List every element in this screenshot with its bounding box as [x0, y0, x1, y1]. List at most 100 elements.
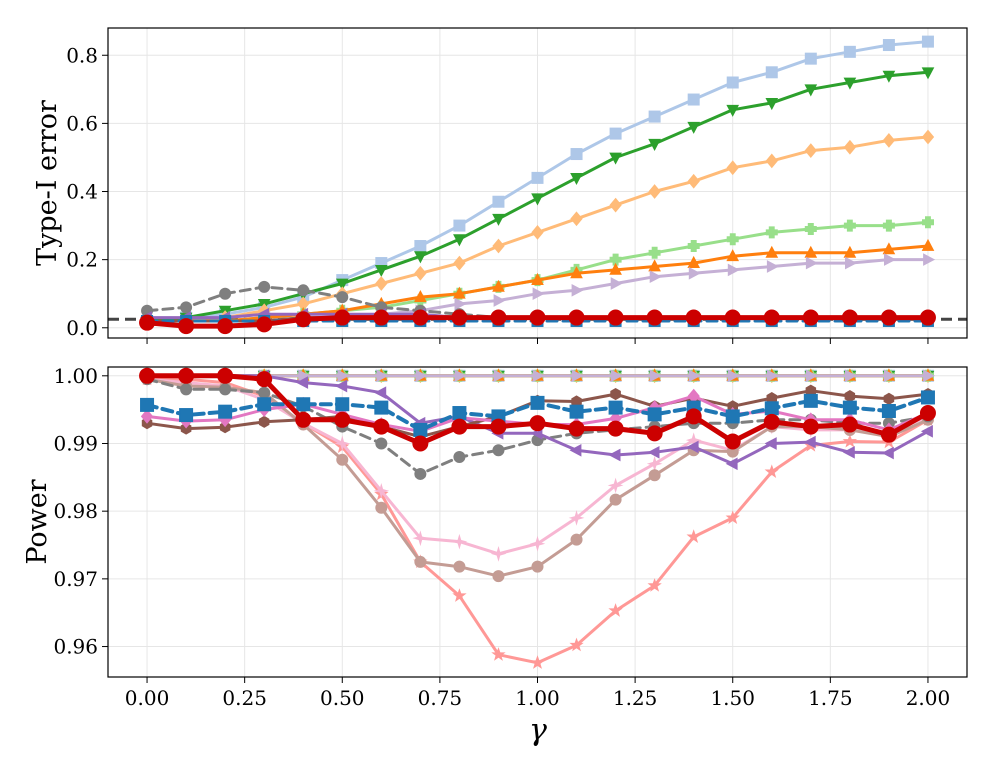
- series-10-point: [608, 448, 621, 462]
- series-13-point: [257, 397, 272, 412]
- series-6-point: [725, 510, 740, 525]
- series-6-point: [297, 284, 310, 297]
- series-14-point: [490, 418, 507, 435]
- series-10-point: [529, 309, 546, 326]
- series-4-point: [882, 242, 896, 255]
- series-4-point: [804, 245, 818, 258]
- series-14-point: [373, 418, 390, 435]
- series-13-point: [803, 393, 818, 408]
- series-2-point: [492, 238, 505, 254]
- series-5-point: [688, 369, 701, 383]
- series-1-point: [453, 234, 466, 247]
- series-4-point: [570, 266, 583, 279]
- series-3-point: [765, 226, 778, 239]
- series-4-point: [609, 262, 622, 275]
- series-13-point: [179, 408, 194, 423]
- y-tick-label: 0.0: [66, 316, 98, 340]
- x-tick-label: 0.25: [222, 686, 267, 710]
- series-5-point: [415, 369, 428, 383]
- x-tick-label: 1.75: [808, 686, 853, 710]
- series-0-point: [609, 127, 622, 140]
- y-axis-label: Type-I error: [32, 100, 63, 266]
- series-10-point: [217, 318, 234, 335]
- series-5-point: [454, 369, 467, 383]
- series-5-point: [532, 369, 545, 383]
- series-5-point: [688, 266, 701, 280]
- y-tick-label: 0.8: [66, 43, 98, 67]
- series-13-point: [374, 400, 389, 415]
- series-1-point: [531, 193, 544, 206]
- series-10-point: [646, 309, 663, 326]
- series-6-point: [452, 588, 467, 602]
- series-3-point: [882, 219, 895, 232]
- series-10-point: [373, 309, 390, 326]
- series-14-point: [763, 413, 780, 430]
- series-10-point: [920, 424, 933, 438]
- series-4-point: [921, 238, 935, 251]
- series-13-point: [725, 409, 740, 424]
- series-10-point: [178, 318, 195, 335]
- series-0-point: [921, 35, 934, 48]
- series-9-point: [492, 444, 505, 457]
- series-1-point: [687, 121, 701, 134]
- series-14-point: [217, 367, 234, 384]
- series-1-point: [414, 251, 427, 264]
- y-tick-label: 1.00: [53, 364, 98, 388]
- series-9-point: [258, 386, 271, 399]
- series-8-point: [453, 560, 466, 573]
- series-14-point: [724, 433, 741, 450]
- series-14-point: [178, 367, 195, 384]
- series-10-point: [607, 309, 624, 326]
- series-13-point: [452, 406, 467, 421]
- series-5-point: [337, 369, 350, 383]
- series-8-point: [531, 560, 544, 573]
- series-11-point: [883, 392, 895, 405]
- series-6-point: [569, 637, 584, 652]
- series-8-point: [492, 570, 505, 583]
- series-2-point: [765, 153, 778, 169]
- series-2-point: [375, 276, 388, 291]
- series-13-point: [881, 403, 896, 418]
- series-7-point: [334, 435, 351, 452]
- series-13-point: [530, 395, 545, 410]
- series-10-point: [764, 437, 777, 450]
- series-14-point: [685, 408, 702, 425]
- x-tick-label: 1.00: [515, 686, 560, 710]
- series-2-point: [687, 173, 700, 189]
- series-9-point: [219, 383, 232, 396]
- series-10-point: [802, 309, 819, 326]
- series-11-point: [610, 388, 621, 401]
- series-10-point: [803, 435, 816, 449]
- series-0-point: [843, 45, 856, 58]
- x-tick-label: 0.50: [320, 686, 365, 710]
- series-0-point: [882, 39, 895, 52]
- series-7-point: [451, 533, 468, 550]
- series-1-point: [765, 98, 779, 111]
- series-10-point: [881, 446, 894, 460]
- series-13-point: [569, 404, 584, 419]
- series-5-point: [649, 270, 662, 284]
- series-5-point: [571, 369, 584, 383]
- series-13-point: [764, 401, 779, 416]
- series-2-point: [648, 184, 661, 199]
- series-2-point: [726, 160, 739, 176]
- series-0-point: [804, 52, 817, 65]
- series-5-point: [532, 287, 545, 301]
- series-2-point: [804, 143, 817, 158]
- y-axis-label: Power: [22, 479, 53, 564]
- series-3-point: [726, 233, 739, 246]
- series-5-point: [923, 253, 936, 266]
- series-0-point: [492, 195, 505, 208]
- series-10-point: [647, 445, 660, 459]
- series-group: [139, 35, 936, 335]
- series-6-point: [647, 578, 662, 592]
- series-13-point: [335, 397, 350, 412]
- series-2-point: [843, 139, 857, 155]
- series-8-point: [648, 469, 661, 482]
- series-4-point: [843, 245, 857, 258]
- series-5-point: [493, 369, 506, 383]
- series-1-point: [921, 67, 935, 80]
- x-tick-label: 0.00: [125, 686, 170, 710]
- series-6-point: [764, 464, 779, 479]
